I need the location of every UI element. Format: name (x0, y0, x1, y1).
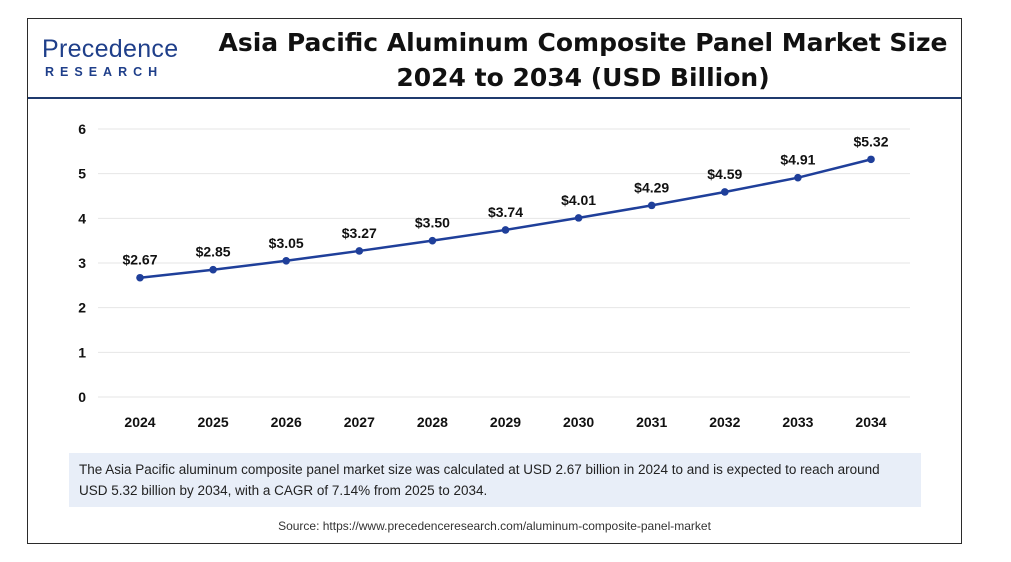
data-point (282, 256, 290, 265)
data-label: $4.59 (707, 166, 742, 182)
y-tick-label: 2 (78, 300, 86, 316)
data-label: $3.74 (488, 204, 523, 220)
x-tick-label: 2025 (198, 414, 229, 430)
y-tick-label: 3 (78, 255, 86, 271)
y-tick-label: 6 (78, 121, 86, 137)
data-label: $4.29 (634, 179, 669, 195)
chart-title-line2: 2024 to 2034 (USD Billion) (396, 63, 770, 92)
x-tick-label: 2024 (124, 414, 155, 430)
logo-wordmark: Precedence (42, 35, 179, 63)
data-label: $4.01 (561, 192, 596, 208)
chart-title: Asia Pacific Aluminum Composite Panel Ma… (218, 25, 948, 95)
x-tick-label: 2031 (636, 414, 667, 430)
x-tick-label: 2027 (344, 414, 375, 430)
x-tick-label: 2028 (417, 414, 448, 430)
data-point (647, 201, 656, 210)
data-point (501, 226, 510, 234)
x-tick-label: 2029 (490, 414, 521, 430)
summary-note: The Asia Pacific aluminum composite pane… (69, 453, 921, 507)
data-label: $3.05 (269, 235, 304, 251)
source-text: Source: https://www.precedenceresearch.c… (278, 519, 711, 533)
y-tick-label: 1 (78, 344, 86, 360)
y-tick-label: 0 (78, 389, 86, 405)
chart-title-line1: Asia Pacific Aluminum Composite Panel Ma… (218, 28, 948, 57)
y-tick-label: 5 (78, 166, 86, 182)
data-point (794, 173, 802, 182)
data-label: $3.27 (342, 225, 377, 241)
data-label: $2.67 (122, 252, 157, 268)
data-label: $5.32 (853, 133, 888, 149)
data-point (867, 155, 875, 164)
header: Precedence RESEARCH Asia Pacific Aluminu… (28, 19, 961, 99)
data-label: $4.91 (780, 152, 815, 168)
x-tick-label: 2026 (271, 414, 302, 430)
data-point (136, 273, 144, 282)
precedence-research-logo: Precedence RESEARCH (42, 35, 202, 83)
data-point (209, 265, 217, 274)
data-label: $2.85 (196, 244, 231, 260)
y-tick-label: 4 (78, 210, 86, 226)
data-point (721, 188, 729, 196)
data-point (355, 247, 364, 255)
data-label: $3.50 (415, 215, 450, 231)
x-tick-label: 2030 (563, 414, 594, 430)
x-tick-label: 2032 (709, 414, 740, 430)
line-chart: 0 1 2 3 4 5 6 2024 2025 2026 2027 2028 2029 2030 2031 2… (78, 121, 910, 430)
chart-frame: Precedence RESEARCH Asia Pacific Aluminu… (27, 18, 962, 544)
x-tick-label: 2034 (855, 414, 886, 430)
data-point (428, 236, 437, 245)
data-point (574, 214, 583, 222)
x-tick-label: 2033 (782, 414, 813, 430)
logo-subtitle: RESEARCH (45, 65, 164, 79)
